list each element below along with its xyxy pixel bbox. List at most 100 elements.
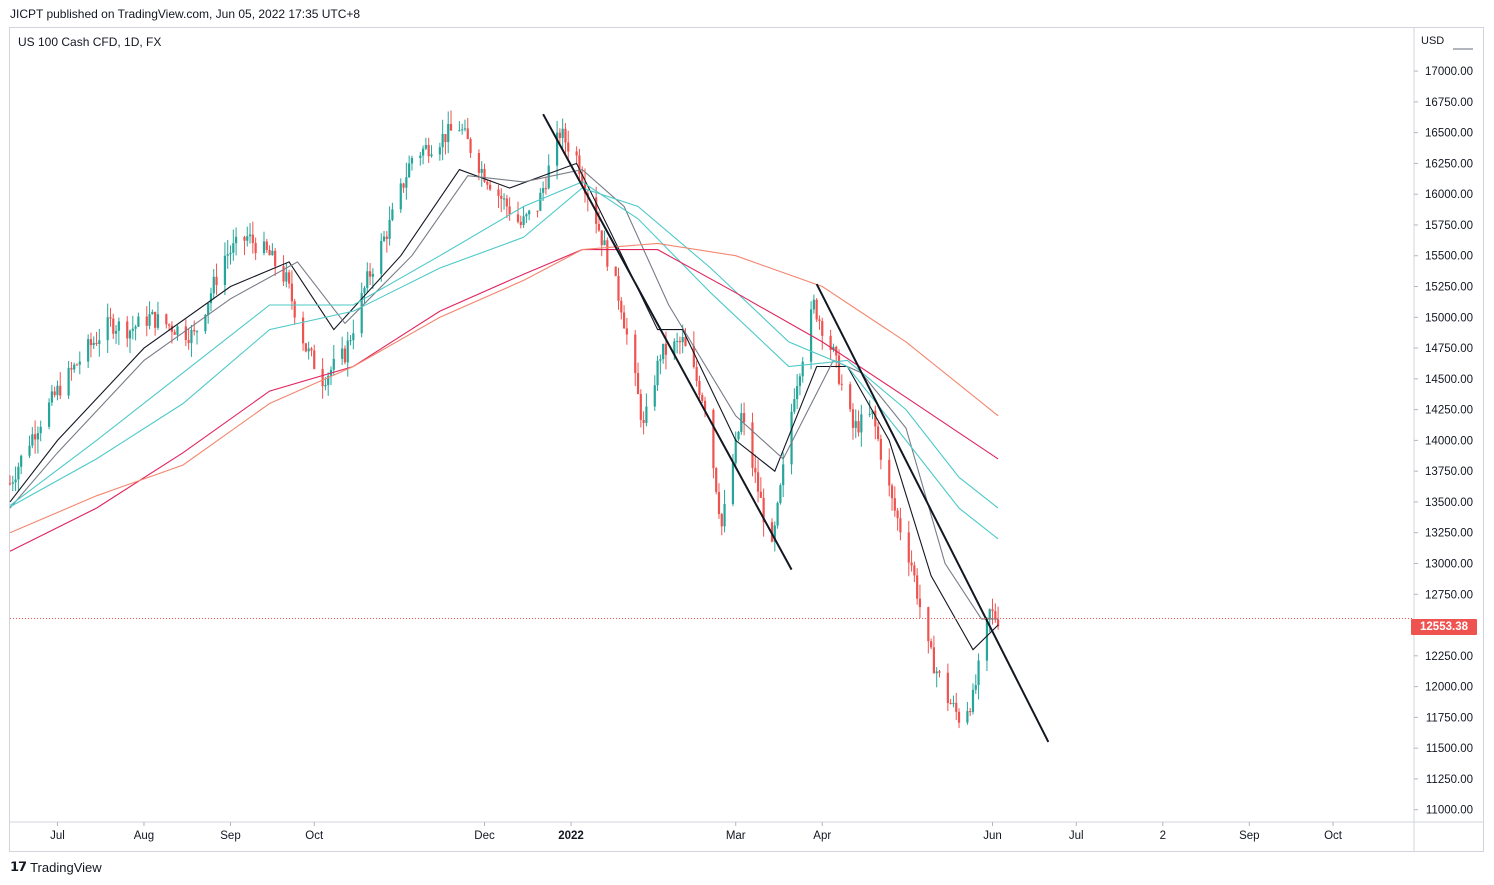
candle-up [156, 314, 160, 328]
candle-down [516, 214, 520, 222]
candle-down [899, 518, 902, 533]
candle-up [11, 482, 14, 484]
candle-up [78, 361, 81, 365]
candle-up [262, 241, 266, 254]
candle-down [625, 328, 628, 335]
candle-down [254, 242, 257, 254]
candle-up [209, 293, 213, 304]
candle-down [310, 348, 313, 351]
symbol-legend[interactable]: US 100 Cash CFD, 1D, FX [18, 35, 162, 49]
candle-down [701, 394, 704, 401]
y-tick-label: 12750.00 [1425, 589, 1473, 601]
candle-down [703, 400, 707, 411]
candle-down [243, 236, 246, 241]
candle-up [801, 361, 804, 377]
candle-down [717, 491, 721, 515]
candle-down [193, 329, 196, 332]
last-price-badge: 12553.38 [1411, 619, 1477, 635]
y-tick-label: 13500.00 [1425, 497, 1473, 509]
trendlines-layer [542, 113, 1050, 743]
candle-down [642, 419, 645, 423]
candle-down [751, 422, 754, 468]
candle-up [106, 317, 109, 341]
candle-down [876, 426, 880, 440]
y-tick-label: 13250.00 [1425, 528, 1473, 540]
candle-up [985, 618, 989, 661]
candle-up [441, 133, 444, 148]
x-tick-label: Oct [1324, 830, 1343, 842]
x-tick-label: Aug [134, 830, 154, 842]
candle-down [368, 271, 372, 277]
candle-up [410, 157, 414, 164]
candle-up [424, 145, 427, 149]
candle-down [469, 139, 472, 154]
candle-down [581, 174, 584, 183]
candle-down [583, 182, 587, 194]
candle-up [603, 240, 606, 246]
candle-down [500, 195, 503, 199]
x-tick-label: Apr [813, 830, 831, 842]
candle-up [285, 272, 288, 282]
candle-up [463, 128, 467, 130]
candle-up [405, 177, 408, 188]
candle-down [695, 367, 698, 381]
moving-average-line [9, 242, 999, 534]
candle-down [617, 276, 620, 301]
candle-down [343, 348, 347, 363]
candle-up [271, 250, 274, 256]
candle-down [837, 355, 841, 384]
candle-down [606, 240, 609, 267]
candle-down [251, 234, 254, 243]
price-scale-handle[interactable] [1453, 48, 1473, 50]
chart-frame [9, 27, 1484, 852]
candle-up [207, 303, 210, 315]
moving-average-line [9, 162, 999, 651]
y-tick-label: 13000.00 [1425, 558, 1473, 570]
candle-down [712, 410, 715, 469]
candle-up [28, 445, 31, 456]
candle-up [117, 321, 120, 331]
candle-up [92, 342, 95, 346]
candle-down [558, 132, 561, 138]
y-axis: 11000.00 11250.00 11500.00 11750.00 12000.00… [9, 27, 1484, 852]
candle-up [561, 128, 564, 138]
candle-up [974, 685, 977, 690]
candle-down [187, 339, 190, 344]
candle-down [274, 250, 277, 267]
candle-down [536, 210, 539, 212]
moving-average-line [9, 249, 999, 552]
candle-up [977, 660, 980, 686]
candle-down [508, 206, 511, 215]
candle-up [461, 129, 464, 131]
candle-up [195, 331, 199, 333]
candle-up [98, 340, 101, 345]
candle-down [664, 343, 668, 355]
candle-down [168, 324, 171, 326]
candle-up [528, 210, 531, 215]
candle-up [14, 479, 17, 483]
candle-down [639, 394, 642, 420]
candle-up [73, 364, 76, 370]
candle-down [268, 249, 271, 256]
moving-average-line [9, 187, 999, 540]
candle-down [857, 421, 860, 433]
candle-down [818, 319, 821, 322]
currency-label[interactable]: USD [1421, 35, 1445, 47]
candle-up [360, 293, 363, 334]
candle-up [114, 330, 118, 334]
candle-up [673, 341, 676, 355]
x-tick-label: Dec [474, 830, 495, 842]
footer-brand[interactable]: 𝟭𝟳 TradingView [10, 859, 102, 875]
y-tick-label: 14250.00 [1425, 405, 1473, 417]
x-tick-label: 2 [1160, 830, 1166, 842]
candle-down [622, 312, 626, 329]
y-tick-label: 11750.00 [1426, 712, 1473, 724]
candle-up [128, 330, 132, 339]
x-tick-label: Mar [726, 830, 746, 842]
candle-down [879, 439, 882, 460]
candle-up [868, 414, 871, 416]
candle-down [567, 142, 570, 152]
y-tick-label: 11000.00 [1426, 805, 1473, 817]
candle-up [47, 402, 51, 427]
